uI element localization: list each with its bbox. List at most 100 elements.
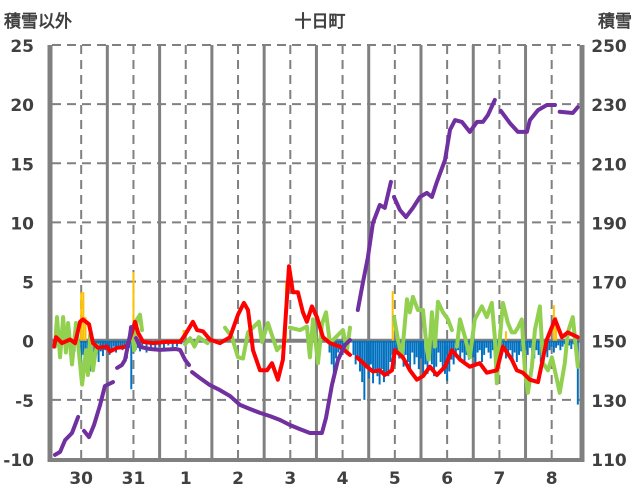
negative-bar xyxy=(491,340,494,351)
negative-bar xyxy=(459,340,462,359)
negative-bar xyxy=(559,340,562,351)
negative-bar xyxy=(404,340,407,355)
series-line-snow-depth xyxy=(557,105,580,115)
y-left-tick-label: 20 xyxy=(10,96,34,116)
series-line-green xyxy=(223,319,283,361)
negative-bar xyxy=(171,340,174,348)
left-axis-label: 積雪以外 xyxy=(4,11,72,32)
negative-bar xyxy=(141,340,144,349)
negative-bar xyxy=(332,340,335,383)
negative-bar xyxy=(500,340,503,348)
y-left-tick-label: -5 xyxy=(15,392,34,412)
negative-bar xyxy=(387,340,390,377)
series-line-green xyxy=(129,312,144,353)
y-left-tick-label: 15 xyxy=(10,155,34,175)
negative-bar xyxy=(524,340,527,351)
x-tick-label: 4 xyxy=(337,469,349,489)
series-line-snow-depth xyxy=(134,336,191,367)
x-tick-label: 3 xyxy=(284,469,296,489)
negative-bar xyxy=(435,340,438,367)
positive-bar xyxy=(82,292,85,341)
negative-bar xyxy=(513,340,516,353)
negative-bar xyxy=(335,340,338,359)
grid xyxy=(52,44,580,459)
x-tick-label: 7 xyxy=(493,469,505,489)
negative-bar xyxy=(487,340,490,353)
negative-bar xyxy=(112,340,115,347)
y-right-tick-label: 250 xyxy=(591,37,627,57)
negative-bar xyxy=(372,340,375,384)
negative-bar xyxy=(406,340,409,363)
negative-bar xyxy=(162,340,165,349)
negative-bar xyxy=(417,340,420,370)
negative-bar xyxy=(552,340,555,353)
negative-bar xyxy=(485,340,488,348)
negative-bar xyxy=(546,340,549,358)
positive-bar xyxy=(84,317,87,341)
negative-bar xyxy=(511,340,514,360)
negative-bar xyxy=(119,340,122,346)
negative-bar xyxy=(97,340,100,363)
negative-bar xyxy=(563,340,566,345)
negative-bar xyxy=(439,340,442,363)
y-right-tick-label: 150 xyxy=(591,333,627,353)
positive-bar xyxy=(555,317,558,341)
right-axis-label: 積雪 xyxy=(598,11,632,32)
negative-bar xyxy=(520,340,523,352)
series-line-snow-depth xyxy=(53,415,81,457)
x-tick-label: 2 xyxy=(232,469,244,489)
negative-bar xyxy=(526,340,529,355)
y-right-tick-label: 170 xyxy=(591,274,627,294)
x-tick-label: 8 xyxy=(546,469,558,489)
negative-bar xyxy=(476,340,479,353)
negative-bar xyxy=(420,340,422,359)
negative-bar xyxy=(496,340,499,349)
negative-bar xyxy=(354,340,357,365)
negative-bar xyxy=(374,340,377,371)
negative-bar xyxy=(576,340,579,405)
chart-title: 十日町 xyxy=(295,11,346,32)
x-tick-label: 6 xyxy=(441,469,453,489)
series-line-snow-depth xyxy=(190,338,352,435)
negative-bar xyxy=(437,340,440,353)
negative-bar xyxy=(330,340,333,365)
negative-bar xyxy=(535,340,538,351)
y-left-tick-label: 25 xyxy=(10,37,34,57)
lines xyxy=(52,98,580,457)
negative-bar xyxy=(570,340,573,349)
negative-bar xyxy=(463,340,466,365)
negative-bar xyxy=(555,340,558,348)
negative-bar xyxy=(130,340,133,390)
positive-bar xyxy=(132,272,135,341)
series-line-green xyxy=(287,310,352,366)
negative-bar xyxy=(382,340,385,383)
series-line-green xyxy=(392,294,454,362)
negative-bar xyxy=(359,340,361,372)
negative-bar xyxy=(537,340,540,355)
negative-bar xyxy=(352,340,355,355)
frame xyxy=(47,44,585,462)
y-left-tick-label: 10 xyxy=(10,214,34,234)
negative-bar xyxy=(154,340,157,351)
x-tick-label: 31 xyxy=(122,469,146,489)
negative-bar xyxy=(389,340,392,363)
negative-bar xyxy=(411,340,414,353)
negative-bar xyxy=(369,340,372,365)
negative-bar xyxy=(110,340,113,349)
negative-bar xyxy=(376,340,379,377)
negative-bar xyxy=(422,340,425,377)
negative-bar xyxy=(367,340,370,379)
negative-bar xyxy=(550,340,553,347)
series-line-temperature xyxy=(355,317,580,385)
negative-bar xyxy=(365,340,368,367)
negative-bar xyxy=(461,340,464,353)
negative-bar xyxy=(413,340,416,365)
series-line-snow-depth xyxy=(355,179,393,312)
negative-bar xyxy=(356,340,359,359)
negative-bar xyxy=(489,340,492,359)
negative-bar xyxy=(80,340,83,365)
negative-bar xyxy=(380,340,383,370)
negative-bar xyxy=(123,340,126,347)
y-right-tick-label: 110 xyxy=(591,451,627,471)
